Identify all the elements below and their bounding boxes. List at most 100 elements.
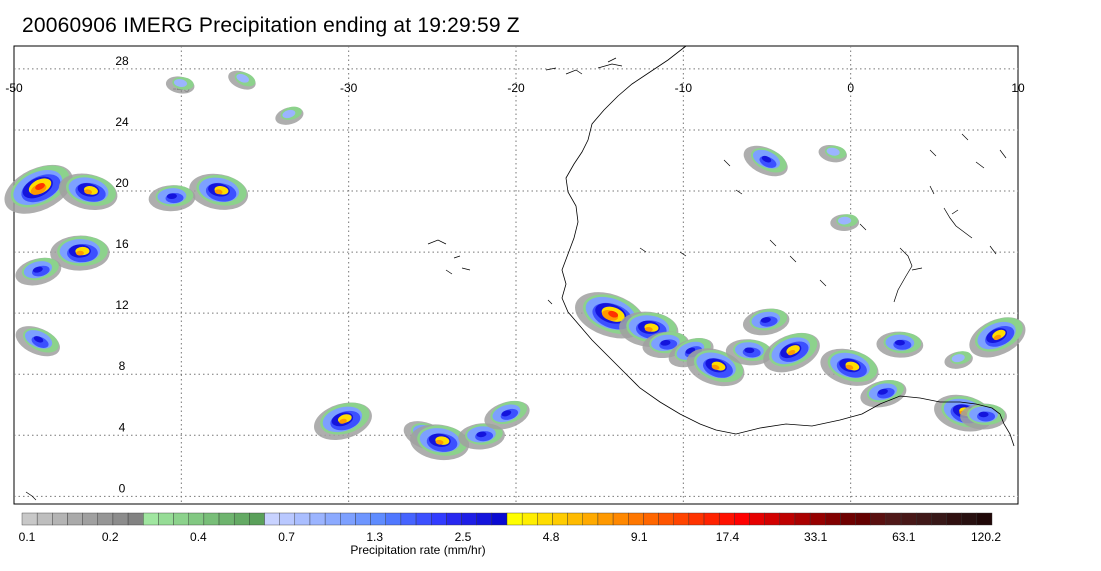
precip-contour xyxy=(993,334,1002,341)
colorbar-swatch xyxy=(97,512,114,526)
colorbar-swatch xyxy=(885,512,902,526)
precip-contour xyxy=(644,326,653,332)
colorbar-tick-label: 0.4 xyxy=(190,530,207,544)
colorbar-tick-label: 1.3 xyxy=(366,530,383,544)
colorbar-swatch xyxy=(718,512,735,526)
precip-contour xyxy=(166,193,177,200)
precip-contour xyxy=(501,410,512,417)
colorbar-swatch xyxy=(264,512,280,526)
colorbar-tick-label: 0.7 xyxy=(278,530,295,544)
colorbar-swatch xyxy=(855,512,871,526)
colorbar-swatch xyxy=(476,512,493,526)
colorbar-swatch xyxy=(506,512,523,526)
lon-tick-label: -10 xyxy=(675,81,693,95)
precip-cell xyxy=(458,423,505,450)
colorbar-swatch xyxy=(324,512,341,526)
lat-tick-label: 16 xyxy=(115,237,129,251)
precip-contour xyxy=(845,364,854,370)
colorbar-swatch xyxy=(552,512,568,526)
colorbar-swatch xyxy=(355,512,371,526)
coastline-detail xyxy=(25,57,623,501)
colorbar-swatch xyxy=(658,512,674,526)
lon-tick-label: 0 xyxy=(847,81,854,95)
colorbar-swatch xyxy=(597,512,614,526)
precip-cell xyxy=(148,185,196,212)
lat-tick-label: 8 xyxy=(119,359,126,373)
colorbar-swatch xyxy=(946,512,962,526)
colorbar-tick-label: 2.5 xyxy=(455,530,472,544)
precip-cell xyxy=(15,257,62,286)
colorbar-swatch xyxy=(400,512,417,526)
precip-contour xyxy=(282,109,296,119)
colorbar-swatch xyxy=(279,512,296,526)
precip-contour xyxy=(877,388,888,395)
colorbar-swatch xyxy=(703,512,720,526)
colorbar-swatch xyxy=(385,512,402,526)
precip-contour xyxy=(826,147,840,156)
precip-contour xyxy=(35,182,45,190)
precip-cell xyxy=(4,164,73,214)
colorbar-swatch xyxy=(582,512,599,526)
precip-cell xyxy=(165,76,195,94)
precip-cell xyxy=(15,326,60,357)
colorbar-tick-label: 0.2 xyxy=(102,530,119,544)
colorbar-swatch xyxy=(249,512,265,526)
colorbar-swatch xyxy=(431,512,447,526)
precip-cell xyxy=(944,351,973,369)
lat-tick-label: 4 xyxy=(119,420,126,434)
precip-contour xyxy=(435,439,444,445)
colorbar-swatch xyxy=(446,512,462,526)
colorbar-swatch xyxy=(21,512,38,526)
colorbar-tick-label: 9.1 xyxy=(631,530,648,544)
colorbar-swatch xyxy=(809,512,826,526)
colorbar-swatch xyxy=(82,512,98,526)
precip-cell xyxy=(743,145,788,177)
precip-contour xyxy=(33,336,44,343)
precip-contour xyxy=(608,310,619,318)
colorbar-swatch xyxy=(764,512,781,526)
colorbar-swatch xyxy=(233,512,250,526)
colorbar-tick-label: 120.2 xyxy=(971,530,1001,544)
map-title: 20060906 IMERG Precipitation ending at 1… xyxy=(22,14,520,37)
precip-cell xyxy=(876,331,924,358)
precip-contour xyxy=(744,347,755,354)
colorbar-swatch xyxy=(173,512,189,526)
colorbar-swatch xyxy=(673,512,690,526)
colorbar-swatch xyxy=(127,512,144,526)
precip-contour xyxy=(173,79,188,87)
colorbar-swatch xyxy=(112,512,129,526)
precip-cell xyxy=(275,106,304,125)
colorbar-swatch xyxy=(870,512,887,526)
precip-cell xyxy=(189,173,249,210)
precip-contour xyxy=(711,364,720,370)
colorbar-swatch xyxy=(521,512,538,526)
precipitation-cells xyxy=(4,70,1026,461)
precip-cell xyxy=(960,403,1007,430)
precip-contour xyxy=(761,155,772,163)
precip-cell xyxy=(763,332,820,373)
precip-contour xyxy=(84,189,93,195)
map-frame xyxy=(13,45,1019,505)
precip-cell xyxy=(860,380,907,408)
lon-tick-label: -20 xyxy=(507,81,525,95)
precip-cell xyxy=(50,235,110,271)
colorbar-swatch xyxy=(779,512,796,526)
colorbar-swatch xyxy=(643,512,659,526)
precip-contour xyxy=(760,317,771,323)
colorbar-swatch xyxy=(309,512,326,526)
precip-cell xyxy=(818,144,847,163)
colorbar-swatch xyxy=(931,512,947,526)
lat-tick-label: 20 xyxy=(115,176,129,190)
precip-cell xyxy=(820,348,879,386)
colorbar-tick-label: 33.1 xyxy=(804,530,828,544)
colorbar: 0.1 0.2 0.4 0.7 1.3 2.5 4.8 9.1 17.4 33.1 63.1 120.… xyxy=(19,512,1001,544)
colorbar-swatch xyxy=(188,512,205,526)
precip-contour xyxy=(214,189,223,195)
lat-tick-label: 24 xyxy=(115,115,129,129)
lat-tick-label: 0 xyxy=(119,481,126,495)
colorbar-swatch xyxy=(794,512,811,526)
colorbar-swatch xyxy=(976,512,993,526)
colorbar-swatch xyxy=(143,512,159,526)
colorbar-swatch xyxy=(628,512,644,526)
